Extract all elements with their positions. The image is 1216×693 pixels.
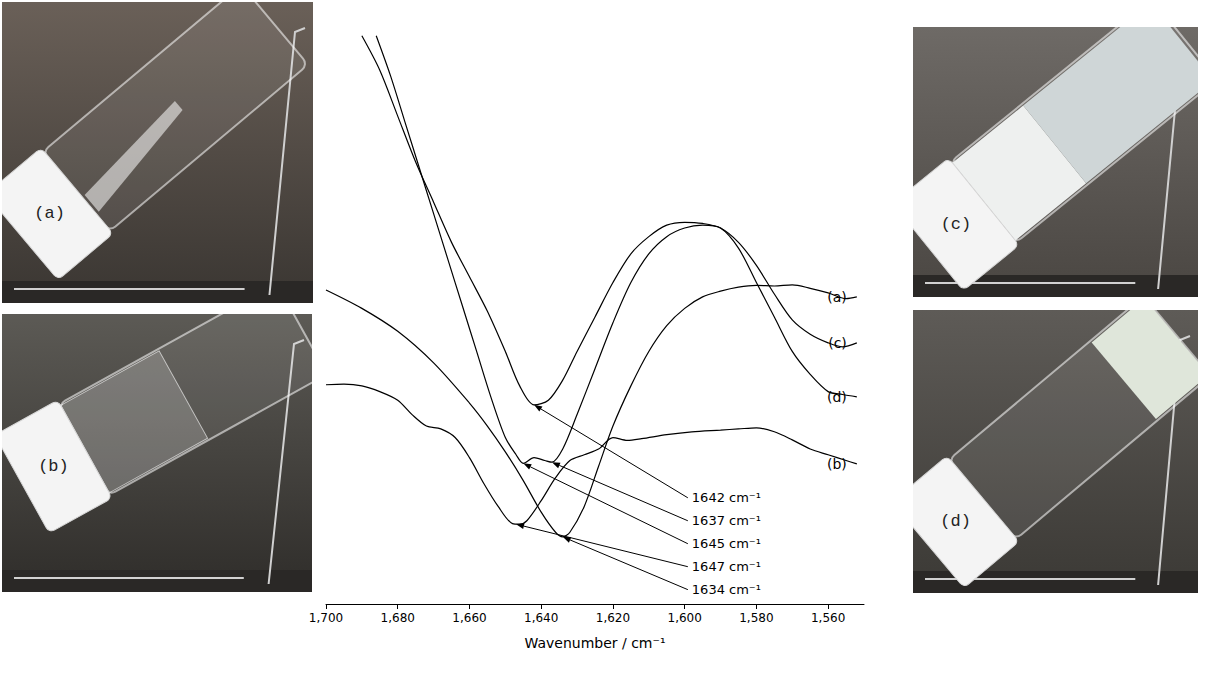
svg-text:(c): (c) [941, 215, 972, 234]
svg-text:(d): (d) [940, 512, 971, 531]
svg-text:1637 cm⁻¹: 1637 cm⁻¹ [692, 513, 761, 528]
svg-text:1,680: 1,680 [381, 611, 415, 625]
svg-text:1,600: 1,600 [667, 611, 701, 625]
svg-text:1,700: 1,700 [309, 611, 343, 625]
svg-text:1,640: 1,640 [524, 611, 558, 625]
svg-text:1,560: 1,560 [811, 611, 845, 625]
svg-text:1,580: 1,580 [739, 611, 773, 625]
svg-text:1647 cm⁻¹: 1647 cm⁻¹ [692, 559, 761, 574]
svg-text:1642 cm⁻¹: 1642 cm⁻¹ [692, 490, 761, 505]
svg-text:1,620: 1,620 [596, 611, 630, 625]
svg-text:(b): (b) [827, 456, 847, 472]
svg-text:(a): (a) [34, 204, 65, 223]
svg-text:1,660: 1,660 [452, 611, 486, 625]
svg-text:(c): (c) [828, 335, 847, 351]
svg-text:(d): (d) [827, 389, 847, 405]
svg-text:Wavenumber / cm⁻¹: Wavenumber / cm⁻¹ [524, 635, 665, 651]
svg-text:1645 cm⁻¹: 1645 cm⁻¹ [692, 536, 761, 551]
svg-text:(b): (b) [38, 457, 69, 476]
svg-text:1634 cm⁻¹: 1634 cm⁻¹ [692, 582, 761, 597]
svg-text:(a): (a) [827, 289, 847, 305]
